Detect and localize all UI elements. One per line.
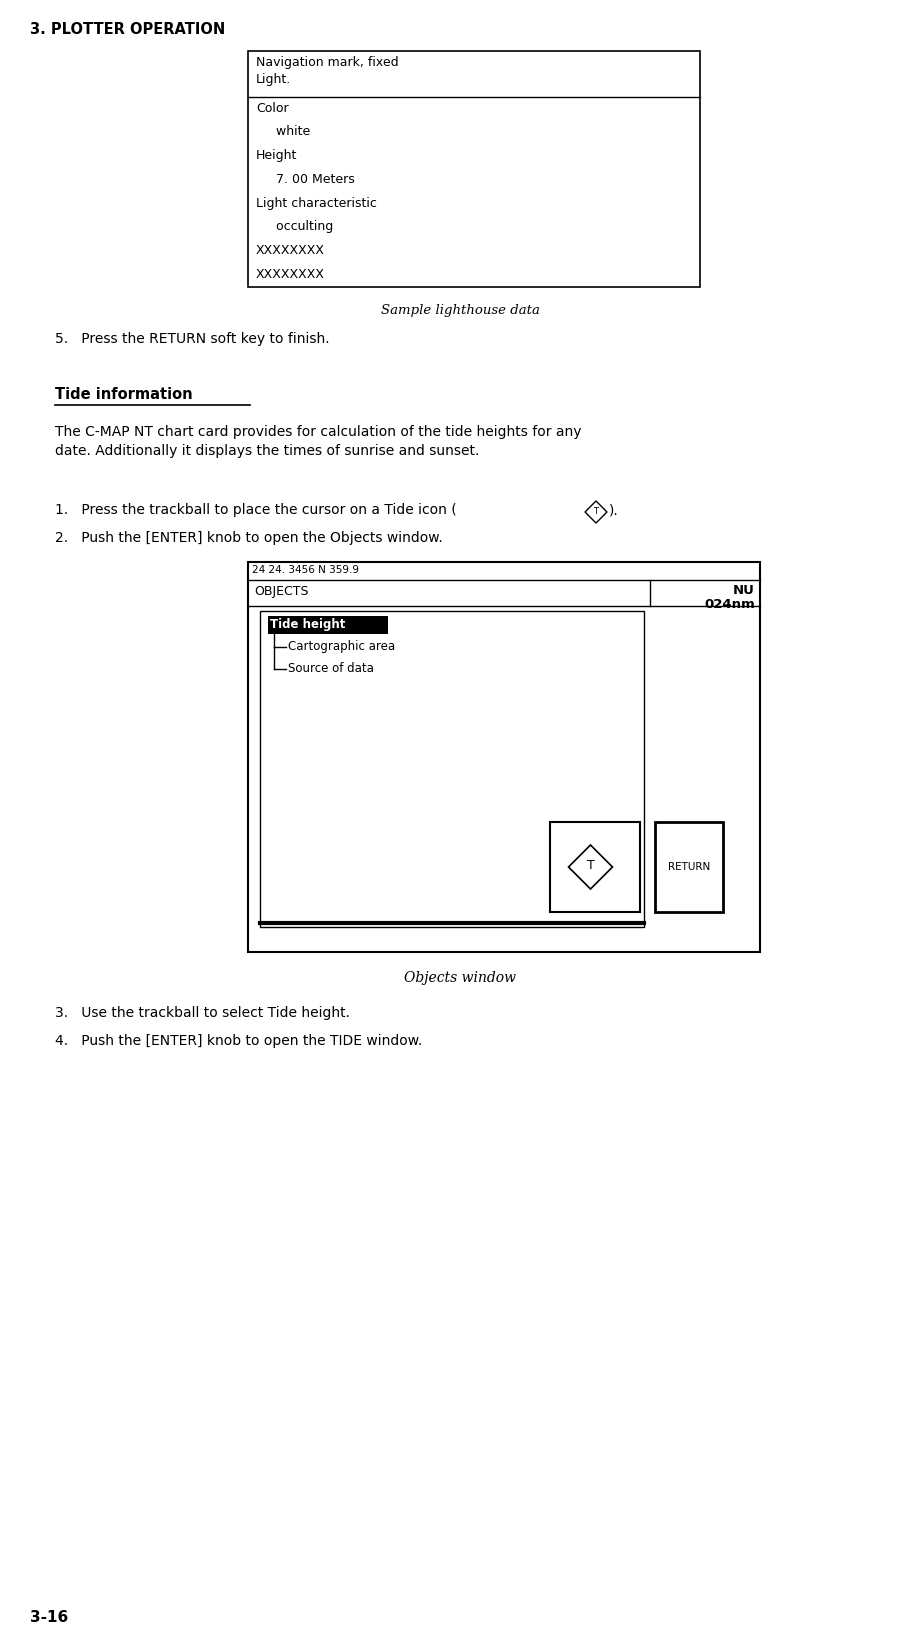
- Text: RETURN: RETURN: [668, 862, 710, 871]
- Bar: [260, 612, 644, 927]
- Text: occulting: occulting: [256, 220, 334, 233]
- Text: The C-MAP NT chart card provides for calculation of the tide heights for any
dat: The C-MAP NT chart card provides for cal…: [55, 424, 582, 459]
- Text: OBJECTS: OBJECTS: [254, 584, 309, 597]
- Text: Navigation mark, fixed
Light.: Navigation mark, fixed Light.: [256, 55, 399, 86]
- Text: XXXXXXXX: XXXXXXXX: [256, 268, 325, 281]
- Text: ).: ).: [609, 503, 618, 517]
- Text: 24 24. 3456 N 359.9: 24 24. 3456 N 359.9: [252, 565, 359, 574]
- Bar: [550, 823, 640, 912]
- Text: T: T: [594, 508, 598, 516]
- Polygon shape: [569, 845, 612, 889]
- Text: 2.   Push the [ENTER] knob to open the Objects window.: 2. Push the [ENTER] knob to open the Obj…: [55, 530, 443, 545]
- Text: Tide information: Tide information: [55, 387, 193, 401]
- Bar: [655, 823, 723, 912]
- Text: Height: Height: [256, 149, 298, 162]
- Bar: [248, 52, 700, 287]
- Text: 5.   Press the RETURN soft key to finish.: 5. Press the RETURN soft key to finish.: [55, 331, 330, 346]
- Text: NU: NU: [733, 584, 755, 597]
- Text: T: T: [586, 858, 595, 871]
- Text: Color: Color: [256, 101, 289, 114]
- Text: Objects window: Objects window: [404, 971, 516, 984]
- Text: white: white: [256, 126, 311, 139]
- Text: 024nm: 024nm: [704, 597, 755, 610]
- Text: Sample lighthouse data: Sample lighthouse data: [380, 304, 539, 317]
- Text: Source of data: Source of data: [288, 661, 374, 674]
- Text: Cartographic area: Cartographic area: [288, 640, 395, 653]
- Text: 3. PLOTTER OPERATION: 3. PLOTTER OPERATION: [30, 21, 225, 38]
- Text: 4.   Push the [ENTER] knob to open the TIDE window.: 4. Push the [ENTER] knob to open the TID…: [55, 1033, 422, 1048]
- Bar: [248, 563, 760, 953]
- Text: Tide height: Tide height: [270, 617, 346, 630]
- Text: 1.   Press the trackball to place the cursor on a Tide icon (: 1. Press the trackball to place the curs…: [55, 503, 457, 517]
- Text: 7. 00 Meters: 7. 00 Meters: [256, 173, 355, 186]
- Text: 3-16: 3-16: [30, 1609, 68, 1624]
- Text: XXXXXXXX: XXXXXXXX: [256, 243, 325, 256]
- Text: Light characteristic: Light characteristic: [256, 196, 377, 209]
- Bar: [268, 617, 388, 635]
- Polygon shape: [585, 501, 607, 524]
- Text: 3.   Use the trackball to select Tide height.: 3. Use the trackball to select Tide heig…: [55, 1005, 350, 1020]
